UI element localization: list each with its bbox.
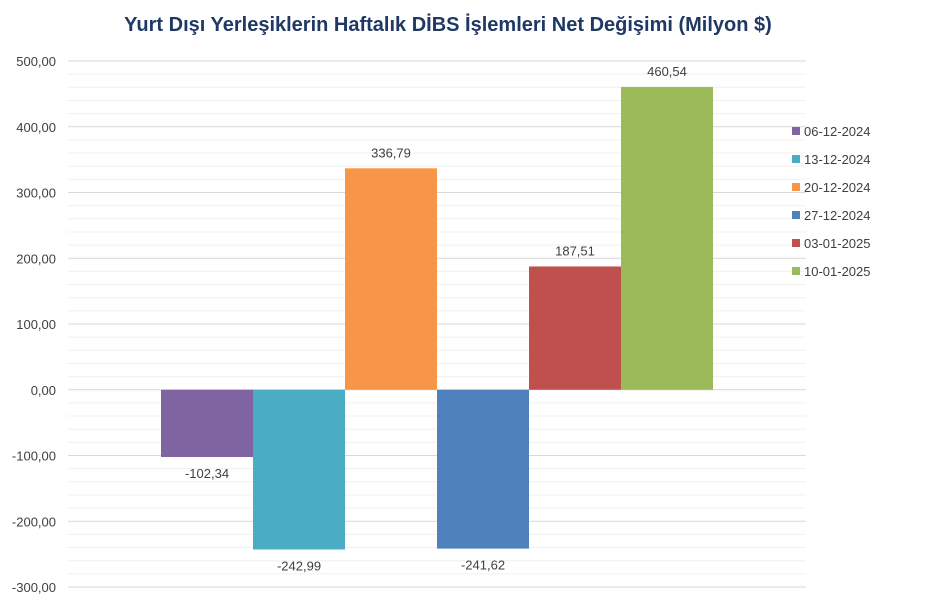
- legend-entry: 03-01-2025: [804, 236, 871, 251]
- bars: [161, 86, 713, 550]
- data-labels: -102,34 -242,99 336,79 -241,62 187,51 460,54: [185, 64, 687, 574]
- y-tick-label: 300,00: [16, 186, 56, 201]
- y-axis: 500,00 400,00 300,00 200,00 100,00 0,00 -100,0…: [12, 54, 56, 595]
- bar-06-12-2024: [161, 389, 253, 458]
- legend-swatch: [792, 211, 800, 219]
- y-tick-label: 0,00: [31, 383, 56, 398]
- y-tick-label: 200,00: [16, 251, 56, 266]
- legend-swatch: [792, 267, 800, 275]
- legend-swatch: [792, 239, 800, 247]
- bar-13-12-2024: [253, 389, 345, 550]
- y-tick-label: -100,00: [12, 449, 56, 464]
- data-label: -242,99: [277, 559, 321, 574]
- y-tick-label: -300,00: [12, 580, 56, 595]
- legend-swatch: [792, 155, 800, 163]
- legend-entry: 10-01-2025: [804, 264, 871, 279]
- data-label: 336,79: [371, 145, 411, 160]
- legend-swatch: [792, 127, 800, 135]
- legend-entry: 06-12-2024: [804, 124, 871, 139]
- bar-27-12-2024: [437, 389, 529, 549]
- legend-entry: 27-12-2024: [804, 208, 871, 223]
- legend-entry: 13-12-2024: [804, 152, 871, 167]
- data-label: 460,54: [647, 64, 687, 79]
- bar-10-01-2025: [621, 86, 713, 390]
- bar-03-01-2025: [529, 266, 621, 390]
- y-tick-label: 400,00: [16, 120, 56, 135]
- bar-20-12-2024: [345, 168, 437, 390]
- chart-title: Yurt Dışı Yerleşiklerin Haftalık DİBS İş…: [124, 14, 772, 36]
- legend-entry: 20-12-2024: [804, 180, 871, 195]
- y-tick-label: -200,00: [12, 514, 56, 529]
- legend-swatch: [792, 183, 800, 191]
- data-label: 187,51: [555, 243, 595, 258]
- y-tick-label: 100,00: [16, 317, 56, 332]
- legend: 06-12-2024 13-12-2024 20-12-2024 27-12-2024…: [792, 124, 871, 279]
- data-label: -102,34: [185, 466, 229, 481]
- data-label: -241,62: [461, 558, 505, 573]
- y-tick-label: 500,00: [16, 54, 56, 69]
